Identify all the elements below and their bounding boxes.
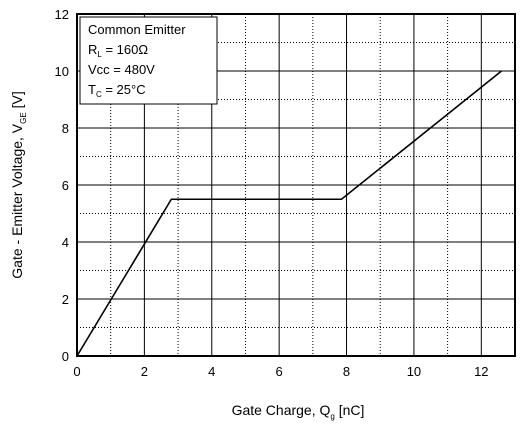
y-axis-label: Gate - Emitter Voltage, VGE [V] [9, 91, 28, 278]
legend-line-3: Vcc = 480V [88, 62, 155, 77]
legend-line-2: RL = 160Ω [88, 42, 148, 59]
conditions-legend: Common Emitter RL = 160Ω Vcc = 480V TC =… [79, 16, 218, 105]
x-axis-label: Gate Charge, Qg [nC] [232, 402, 365, 421]
x-tick-label: 10 [407, 364, 421, 379]
legend-line-1: Common Emitter [88, 22, 186, 37]
x-tick-label: 0 [73, 364, 80, 379]
y-tick-label: 4 [62, 235, 69, 250]
legend-line-4: TC = 25°C [88, 82, 146, 99]
gate-charge-curve [76, 70, 503, 357]
x-tick-label: 6 [276, 364, 283, 379]
y-tick-label: 6 [62, 178, 69, 193]
x-tick-label: 8 [343, 364, 350, 379]
y-tick-label: 8 [62, 121, 69, 136]
plot-frame [76, 13, 516, 357]
x-tick-label: 12 [474, 364, 488, 379]
y-tick-label: 0 [62, 349, 69, 364]
x-tick-label: 4 [208, 364, 215, 379]
y-tick-label: 12 [55, 7, 69, 22]
series-layer [76, 70, 503, 357]
legend-box [79, 16, 218, 105]
y-tick-labels: 0 2 4 6 8 10 12 [55, 7, 69, 364]
y-tick-label: 10 [55, 64, 69, 79]
y-tick-label: 2 [62, 292, 69, 307]
x-tick-labels: 0 2 4 6 8 10 12 [73, 364, 488, 379]
x-tick-label: 2 [141, 364, 148, 379]
